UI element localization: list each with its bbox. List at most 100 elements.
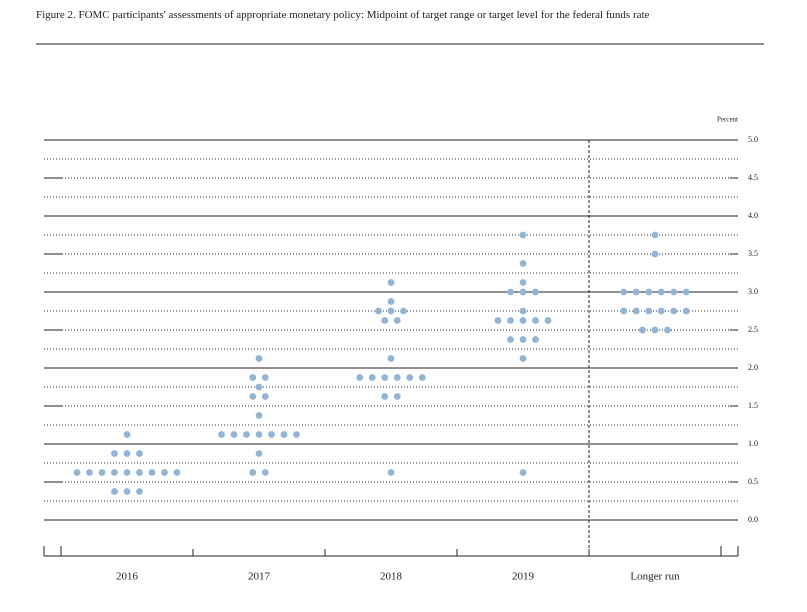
y-axis-label: Percent xyxy=(717,116,738,124)
y-tick-label: 3.0 xyxy=(748,287,758,296)
dot xyxy=(249,393,257,400)
dot xyxy=(620,288,628,296)
dot xyxy=(123,431,131,438)
dot xyxy=(243,431,250,438)
dot xyxy=(356,374,364,381)
dot xyxy=(632,288,640,296)
x-tick-label: 2018 xyxy=(380,571,403,583)
dot xyxy=(519,469,527,476)
dot xyxy=(261,469,269,476)
dot xyxy=(519,355,527,362)
dot xyxy=(507,288,514,296)
dot xyxy=(519,317,527,324)
dot xyxy=(387,307,395,315)
dot xyxy=(387,469,395,476)
dot xyxy=(268,431,275,438)
dot xyxy=(280,431,288,438)
dot xyxy=(519,260,527,267)
dot xyxy=(111,488,118,495)
dot xyxy=(645,307,653,315)
dot xyxy=(670,307,678,315)
dot xyxy=(406,374,414,381)
dot xyxy=(98,469,106,476)
dot xyxy=(651,326,659,334)
dot xyxy=(393,393,401,400)
dot xyxy=(494,317,502,324)
dot xyxy=(123,450,131,457)
dot xyxy=(519,288,527,296)
dot xyxy=(544,317,552,324)
dot xyxy=(507,336,514,343)
dot xyxy=(249,469,257,476)
dot xyxy=(651,250,659,258)
dot xyxy=(532,336,539,343)
dot xyxy=(173,469,181,476)
y-tick-label: 4.5 xyxy=(748,173,758,182)
dot xyxy=(249,374,257,381)
dot xyxy=(261,374,269,381)
dot xyxy=(657,288,665,296)
dot xyxy=(620,307,628,315)
dot xyxy=(218,431,225,438)
y-tick-label: 3.5 xyxy=(748,249,758,258)
dot xyxy=(532,288,539,296)
dot xyxy=(657,307,665,315)
dot xyxy=(381,374,389,381)
dot xyxy=(255,355,263,362)
y-tick-label: 2.0 xyxy=(748,363,758,372)
dot xyxy=(645,288,653,296)
dot xyxy=(368,374,376,381)
y-tick-label: 0.0 xyxy=(748,515,758,524)
y-tick-label: 2.5 xyxy=(748,325,758,334)
dot xyxy=(393,374,401,381)
dot xyxy=(519,231,527,239)
dot xyxy=(73,469,81,476)
dot xyxy=(255,383,263,391)
dot xyxy=(507,317,514,324)
dot xyxy=(519,336,527,343)
dot xyxy=(387,298,395,305)
dot xyxy=(255,431,263,438)
y-tick-label: 5.0 xyxy=(748,135,758,144)
title-box: Figure 2. FOMC participants' assessments… xyxy=(36,9,650,21)
dot xyxy=(670,288,678,296)
y-tick-label: 4.0 xyxy=(748,211,758,220)
dot xyxy=(375,307,382,315)
dot xyxy=(261,393,269,400)
dot xyxy=(381,393,389,400)
dot xyxy=(418,374,426,381)
dot xyxy=(519,279,527,286)
y-tick-label: 0.5 xyxy=(748,477,758,486)
x-tick-label: 2017 xyxy=(248,571,271,583)
dot xyxy=(639,326,646,334)
dot xyxy=(651,231,659,239)
y-tick-label: 1.0 xyxy=(748,439,758,448)
dot xyxy=(293,431,300,438)
dot xyxy=(682,307,690,315)
dot xyxy=(255,412,263,419)
dot xyxy=(400,307,407,315)
dot xyxy=(387,279,395,286)
dot xyxy=(123,488,131,495)
chart-title: Figure 2. FOMC participants' assessments… xyxy=(36,9,650,21)
dot xyxy=(86,469,93,476)
dot xyxy=(136,450,143,457)
dot xyxy=(664,326,671,334)
dot xyxy=(111,450,118,457)
x-tick-label: 2019 xyxy=(512,571,535,583)
dot xyxy=(381,317,389,324)
dot xyxy=(255,450,263,457)
x-tick-label: 2016 xyxy=(116,571,139,583)
dot xyxy=(123,469,131,476)
dot xyxy=(230,431,238,438)
dot xyxy=(393,317,401,324)
dot xyxy=(148,469,156,476)
dot xyxy=(387,355,395,362)
dot xyxy=(682,288,690,296)
dot xyxy=(519,307,527,315)
dot xyxy=(161,469,168,476)
dot xyxy=(632,307,640,315)
dot xyxy=(532,317,539,324)
y-tick-label: 1.5 xyxy=(748,401,758,410)
